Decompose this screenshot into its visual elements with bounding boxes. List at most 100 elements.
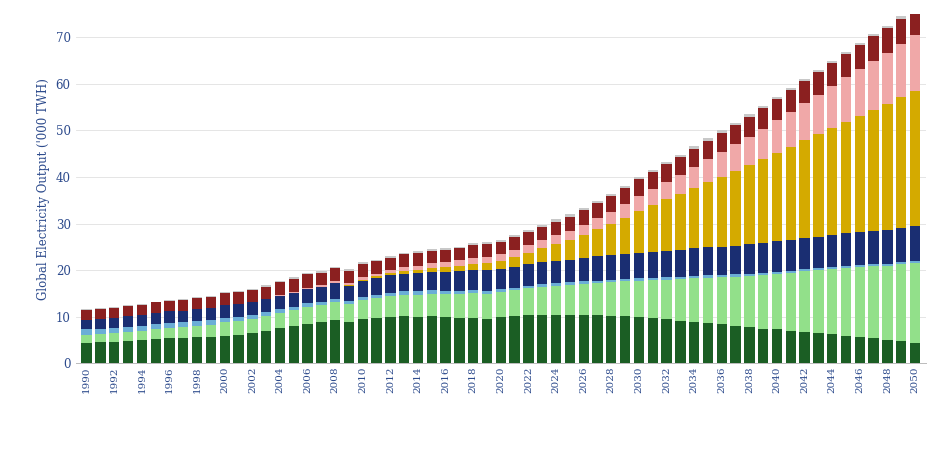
Bar (302, 274, 312, 288)
Bar (357, 262, 367, 264)
Bar (371, 276, 381, 278)
Bar (413, 253, 423, 266)
Bar (413, 295, 423, 317)
Bar (329, 299, 340, 302)
Bar (688, 248, 699, 276)
Bar (288, 279, 298, 292)
Bar (702, 278, 713, 323)
Bar (219, 336, 229, 363)
Bar (440, 250, 450, 262)
Bar (661, 280, 671, 319)
Bar (744, 165, 753, 244)
Bar (826, 235, 836, 267)
Bar (329, 267, 340, 268)
Bar (771, 329, 782, 363)
Bar (619, 279, 630, 281)
Bar (344, 322, 354, 363)
Bar (771, 99, 782, 120)
Bar (413, 251, 423, 253)
Bar (605, 255, 615, 280)
Bar (550, 315, 561, 363)
Bar (813, 333, 823, 363)
Bar (413, 273, 423, 291)
Bar (150, 313, 160, 324)
Bar (565, 231, 575, 240)
Bar (467, 243, 478, 245)
Bar (177, 300, 188, 311)
Bar (247, 302, 257, 315)
Bar (647, 252, 657, 278)
Bar (109, 308, 119, 318)
Bar (840, 268, 851, 336)
Bar (81, 329, 92, 335)
Bar (523, 230, 533, 232)
Bar (868, 34, 878, 36)
Bar (592, 218, 602, 229)
Bar (247, 289, 257, 290)
Bar (344, 301, 354, 304)
Bar (454, 271, 464, 291)
Bar (302, 324, 312, 363)
Bar (647, 280, 657, 318)
Bar (688, 276, 699, 278)
Bar (302, 303, 312, 307)
Bar (784, 90, 795, 112)
Bar (481, 270, 492, 291)
Bar (799, 81, 809, 103)
Bar (454, 247, 464, 248)
Bar (385, 293, 396, 296)
Bar (605, 224, 615, 255)
Bar (233, 292, 244, 304)
Bar (95, 342, 106, 363)
Bar (536, 315, 547, 363)
Bar (426, 272, 436, 290)
Bar (771, 120, 782, 153)
Bar (578, 225, 588, 235)
Bar (661, 251, 671, 277)
Bar (909, 35, 919, 91)
Bar (605, 280, 615, 282)
Bar (123, 327, 133, 332)
Bar (481, 257, 492, 263)
Bar (109, 342, 119, 363)
Bar (137, 315, 147, 326)
Bar (288, 293, 298, 307)
Bar (123, 341, 133, 363)
Bar (688, 149, 699, 167)
Bar (357, 300, 367, 319)
Bar (730, 246, 740, 274)
Bar (233, 304, 244, 317)
Bar (398, 254, 409, 267)
Bar (496, 292, 505, 317)
Bar (909, 91, 919, 226)
Bar (440, 317, 450, 363)
Bar (481, 319, 492, 363)
Bar (81, 309, 92, 310)
Bar (661, 319, 671, 363)
Bar (716, 247, 726, 275)
Bar (247, 290, 257, 302)
Bar (784, 240, 795, 271)
Bar (619, 188, 630, 204)
Bar (316, 302, 327, 305)
Bar (757, 106, 767, 108)
Bar (757, 108, 767, 129)
Bar (509, 288, 519, 290)
Bar (467, 293, 478, 318)
Bar (744, 116, 753, 137)
Bar (882, 28, 892, 53)
Bar (868, 61, 878, 110)
Bar (826, 267, 836, 269)
Bar (385, 258, 396, 270)
Bar (288, 277, 298, 279)
Bar (95, 334, 106, 342)
Bar (674, 279, 684, 321)
Bar (565, 214, 575, 217)
Bar (496, 289, 505, 292)
Bar (426, 294, 436, 316)
Bar (398, 291, 409, 295)
Bar (868, 338, 878, 363)
Bar (674, 321, 684, 363)
Bar (454, 248, 464, 260)
Bar (674, 175, 684, 194)
